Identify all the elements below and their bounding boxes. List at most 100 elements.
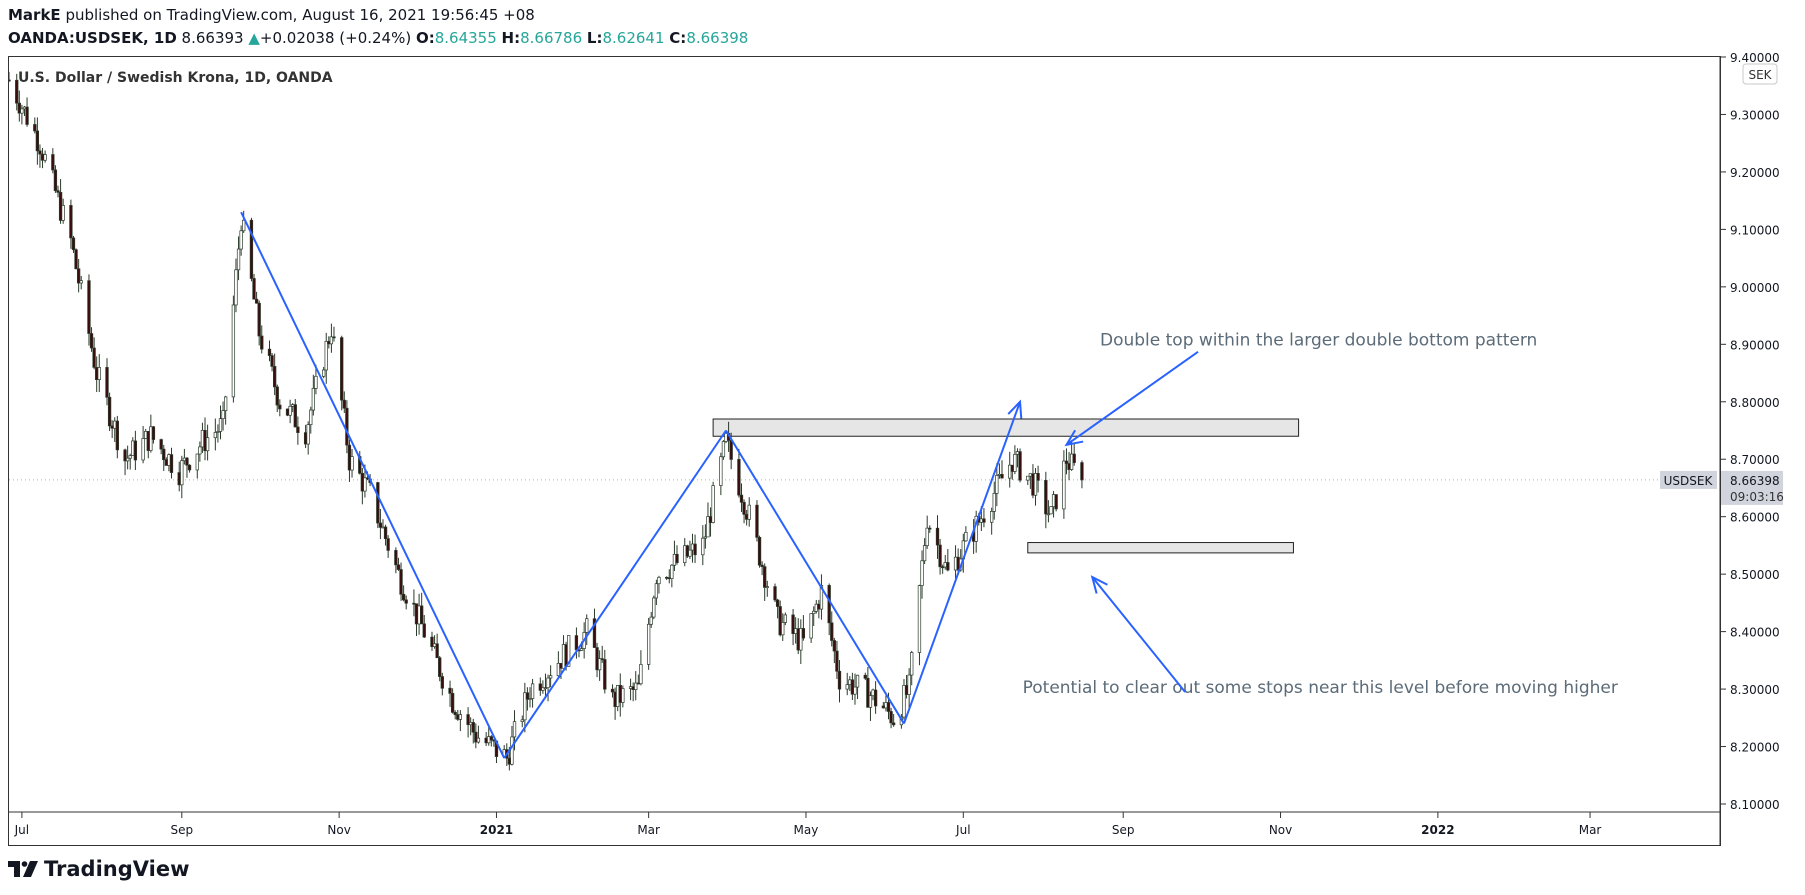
- candle-down: [92, 347, 96, 368]
- candle-down: [744, 514, 749, 520]
- candle-up: [528, 698, 532, 700]
- candle-up: [61, 205, 65, 221]
- candle-up: [992, 493, 996, 512]
- candle-down: [51, 154, 55, 171]
- candle-up: [236, 248, 241, 271]
- candle-down: [1054, 494, 1058, 510]
- tradingview-logo[interactable]: TradingView: [8, 857, 189, 881]
- close-label: C:: [669, 29, 687, 47]
- candle-up: [814, 603, 818, 612]
- candle-down: [928, 527, 932, 530]
- candle-down: [35, 130, 40, 152]
- candle-up: [721, 441, 726, 458]
- candle-down: [422, 623, 426, 638]
- candle-up: [417, 605, 421, 625]
- candle-up: [1026, 475, 1030, 481]
- y-tick-label: 8.40000: [1730, 626, 1780, 640]
- candle-down: [592, 618, 597, 648]
- candle-down: [892, 722, 896, 726]
- pattern-line: [240, 211, 506, 759]
- annotation-text: Potential to clear out some stops near t…: [1023, 678, 1618, 698]
- candle-down: [278, 404, 282, 410]
- candle-down: [595, 647, 599, 671]
- candle-down: [162, 448, 166, 461]
- annotation-arrowhead: [1064, 429, 1084, 447]
- candle-up: [943, 562, 947, 568]
- candle-up: [224, 396, 228, 412]
- candle-up: [510, 736, 514, 765]
- candle-up: [701, 537, 705, 556]
- candle-down: [946, 562, 950, 571]
- candle-down: [95, 367, 99, 380]
- support-resistance-zone: [1027, 542, 1294, 554]
- candle-up: [853, 686, 857, 695]
- candle-up: [953, 556, 958, 571]
- candle-up: [794, 628, 798, 634]
- candle-down: [832, 640, 836, 652]
- countdown-label: 09:03:16: [1730, 490, 1784, 504]
- candle-up: [205, 437, 210, 452]
- close-value: 8.66398: [686, 29, 749, 47]
- candle-down: [56, 190, 60, 193]
- zone-layer: [712, 418, 1300, 554]
- candle-down: [394, 550, 398, 566]
- candle-down: [110, 425, 114, 429]
- currency-badge: SEK: [1742, 63, 1778, 85]
- candle-down: [420, 605, 424, 625]
- candle-down: [775, 599, 780, 607]
- candle-up: [1049, 506, 1053, 515]
- x-tick-label: Nov: [327, 823, 350, 837]
- candle-down: [342, 399, 346, 409]
- candle-down: [383, 526, 388, 540]
- candle-up: [910, 652, 914, 676]
- open-label: O:: [415, 29, 435, 47]
- candle-down: [755, 504, 759, 538]
- candle-up: [848, 679, 852, 686]
- candle-down: [850, 679, 855, 695]
- candle-down: [665, 576, 669, 579]
- candle-down: [376, 482, 380, 524]
- y-tick-label: 9.40000: [1730, 51, 1780, 65]
- candle-up: [922, 545, 927, 562]
- candle-down: [404, 599, 408, 604]
- x-tick-label: Nov: [1269, 823, 1292, 837]
- candle-down: [123, 449, 127, 462]
- annotation-text: Double top within the larger double bott…: [1100, 330, 1537, 350]
- pattern-lines-layer: [240, 211, 1023, 759]
- candle-down: [778, 606, 782, 636]
- currency-badge-text: SEK: [1748, 68, 1772, 82]
- candle-up: [128, 455, 132, 459]
- y-tick-label: 8.50000: [1730, 568, 1780, 582]
- candle-up: [311, 388, 315, 411]
- candle-down: [791, 614, 795, 634]
- candle-up: [476, 737, 481, 743]
- candle-down: [1000, 474, 1004, 479]
- candle-up: [990, 511, 994, 523]
- candle-down: [863, 674, 867, 679]
- candle-down: [435, 643, 439, 659]
- price-axis[interactable]: 9.40000 9.30000 9.20000 9.10000 9.00000 8.900…: [1720, 51, 1780, 812]
- candle-down: [169, 454, 174, 473]
- candle-up: [541, 687, 545, 691]
- time-axis[interactable]: Jul Sep Nov 2021 Mar May Jul Sep Nov 2022 Mar: [14, 812, 1602, 837]
- candle-down: [345, 407, 349, 446]
- candle-up: [144, 430, 148, 439]
- candle-down: [9, 79, 11, 82]
- candle-down: [796, 628, 800, 651]
- candle-down: [273, 366, 277, 388]
- x-tick-label: Mar: [637, 823, 660, 837]
- symbol-interval: OANDA:USDSEK, 1D: [8, 29, 177, 47]
- candle-up: [719, 456, 723, 486]
- annotation-layer: Double top within the larger double bott…: [1023, 330, 1618, 698]
- candle-up: [871, 689, 875, 697]
- candle-down: [817, 603, 821, 610]
- candle-up: [670, 564, 674, 579]
- candle-up: [180, 460, 184, 486]
- candle-up: [350, 456, 354, 471]
- y-tick-label: 8.90000: [1730, 338, 1780, 352]
- candle-down: [525, 692, 530, 700]
- x-tick-label: 2021: [480, 823, 513, 837]
- candle-up: [1008, 464, 1012, 479]
- candle-down: [177, 472, 181, 486]
